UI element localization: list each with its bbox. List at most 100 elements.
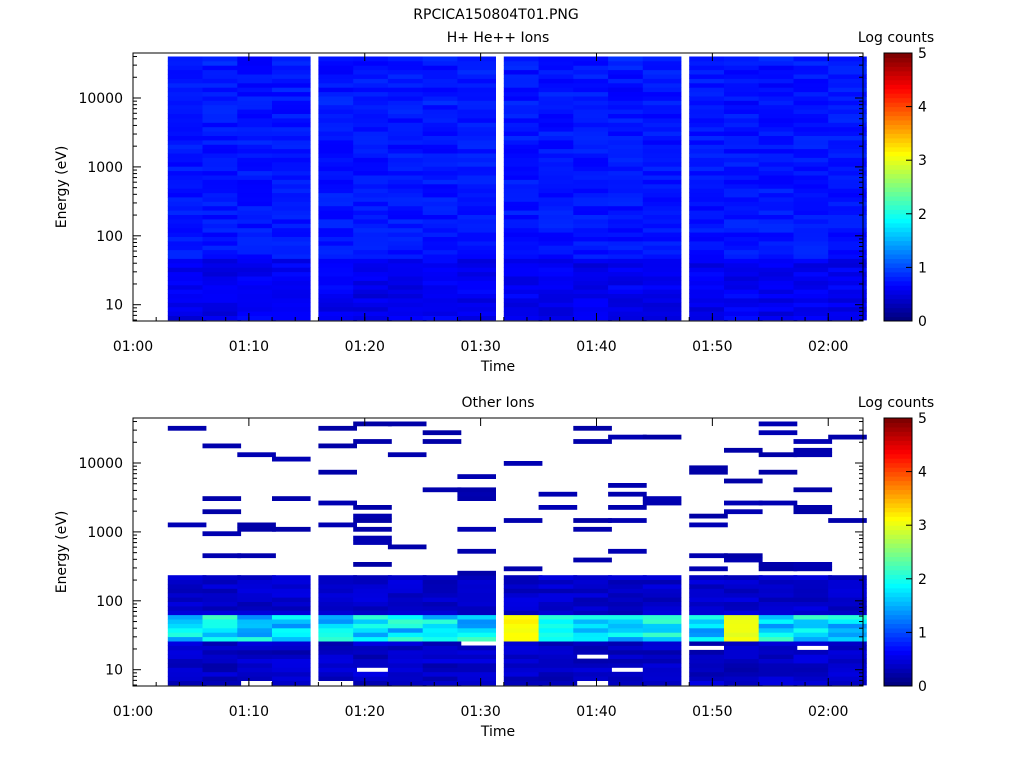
heatmap-cell (793, 289, 833, 294)
heatmap-cell (457, 131, 496, 136)
heatmap-cell (318, 315, 357, 321)
heatmap-cell (272, 641, 311, 646)
heatmap-cell (202, 201, 242, 207)
heatmap-cell (353, 663, 392, 668)
heatmap-cell (538, 619, 578, 624)
heatmap-cell (272, 56, 311, 62)
heatmap-cell (828, 74, 867, 79)
heatmap-cell (272, 197, 311, 202)
heatmap-cell (573, 214, 612, 220)
heatmap-cell (167, 311, 207, 316)
heatmap-cell (387, 69, 427, 75)
heatmap-cell (689, 293, 728, 299)
heatmap-cell (237, 131, 276, 136)
heatmap-cell (318, 311, 357, 316)
heatmap-cell (167, 78, 207, 84)
heatmap-cell (828, 311, 867, 316)
heatmap-cell (272, 201, 311, 207)
heatmap-cell (387, 96, 427, 101)
heatmap-cell (689, 56, 728, 62)
heatmap-cell (608, 671, 647, 677)
heatmap-cell (318, 614, 357, 620)
heatmap-cell (573, 56, 612, 62)
heatmap-cell (538, 122, 578, 128)
heatmap-cell (422, 667, 462, 673)
heatmap-cell (387, 219, 427, 224)
heatmap-cell (608, 654, 647, 659)
heatmap-cell (689, 575, 728, 580)
heatmap-cell (758, 566, 798, 572)
heatmap-cell (503, 645, 543, 651)
heatmap-cell (387, 74, 427, 79)
heatmap-cell (422, 619, 462, 624)
heatmap-cell (724, 500, 763, 506)
colorbar-segment (884, 240, 912, 246)
heatmap-cell (793, 605, 833, 611)
heatmap-cell (422, 109, 462, 114)
heatmap-cell (724, 262, 763, 268)
heatmap-cell (538, 597, 578, 602)
heatmap-cell (573, 649, 612, 655)
heatmap-cell (353, 210, 392, 215)
heatmap-cell (422, 315, 462, 321)
heatmap-cell (318, 284, 357, 290)
heatmap-cell (758, 65, 798, 71)
heatmap-cell (503, 170, 543, 176)
heatmap-cell (202, 144, 242, 150)
heatmap-cell (538, 663, 578, 668)
heatmap-cell (237, 258, 276, 264)
heatmap-cell (457, 197, 496, 202)
heatmap-cell (237, 610, 276, 616)
heatmap-cell (387, 452, 427, 458)
heatmap-cell (167, 113, 207, 119)
heatmap-cell (202, 284, 242, 290)
heatmap-cell (724, 641, 763, 646)
heatmap-cell (724, 667, 763, 673)
heatmap-cell (793, 658, 833, 664)
heatmap-cell (457, 227, 496, 233)
heatmap-cell (202, 135, 242, 141)
heatmap-cell (793, 122, 833, 128)
heatmap-cell (503, 60, 543, 66)
heatmap-cell (793, 175, 833, 180)
heatmap-cell (608, 197, 647, 202)
heatmap-cell (689, 113, 728, 119)
heatmap-cell (202, 100, 242, 106)
heatmap-cell (642, 74, 682, 79)
heatmap-cell (689, 179, 728, 185)
heatmap-cell (387, 614, 427, 620)
heatmap-cell (503, 148, 543, 154)
heatmap-cell (573, 271, 612, 277)
heatmap-cell (202, 592, 242, 598)
heatmap-cell (538, 197, 578, 202)
heatmap-cell (608, 584, 647, 589)
heatmap-cell (202, 78, 242, 84)
heatmap-cell (538, 245, 578, 251)
colorbar-segment (884, 316, 912, 322)
heatmap-cell (422, 126, 462, 132)
heatmap-cell (642, 122, 682, 128)
heatmap-cell (573, 302, 612, 308)
colorbar-segment (884, 227, 912, 233)
heatmap-cell (758, 126, 798, 132)
heatmap-cell (608, 56, 647, 62)
heatmap-cell (353, 245, 392, 251)
heatmap-cell (202, 183, 242, 189)
heatmap-cell (758, 680, 798, 686)
colorbar-segment (884, 578, 912, 584)
heatmap-cell (724, 302, 763, 308)
heatmap-cell (457, 82, 496, 88)
heatmap-cell (167, 249, 207, 255)
heatmap-cell (318, 192, 357, 198)
heatmap-cell (202, 153, 242, 158)
heatmap-cell (387, 78, 427, 84)
heatmap-cell (272, 654, 311, 659)
heatmap-cell (573, 236, 612, 242)
colorbar-segment (884, 498, 912, 504)
heatmap-cell (573, 60, 612, 66)
colorbar-segment (884, 677, 912, 683)
heatmap-cell (457, 60, 496, 66)
colorbar-tick-label: 0 (918, 679, 927, 695)
heatmap-cell (503, 113, 543, 119)
heatmap-cell (828, 148, 867, 154)
